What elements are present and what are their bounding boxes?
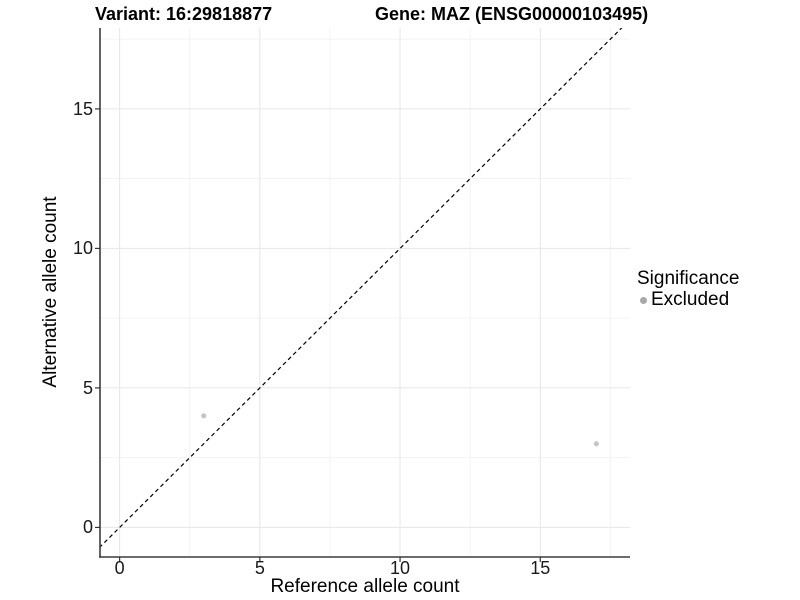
axis-lines — [99, 28, 630, 558]
y-tick-label: 0 — [82, 517, 93, 538]
data-points — [201, 413, 599, 447]
legend-title: Significance — [637, 268, 740, 289]
identity-line — [100, 28, 623, 548]
x-tick-label: 10 — [390, 558, 411, 578]
y-tick-label: 5 — [82, 377, 93, 398]
legend: Significance Excluded — [637, 268, 739, 311]
x-tick-label: 15 — [530, 558, 551, 578]
minor-gridlines — [100, 28, 630, 557]
x-tick-label: 5 — [254, 558, 265, 578]
major-gridlines — [100, 28, 630, 557]
tick-marks — [95, 108, 541, 562]
plot-title-variant: Variant: 16:29818877 — [95, 4, 273, 24]
data-point — [201, 413, 207, 419]
y-tick-label: 10 — [72, 238, 93, 259]
data-point — [593, 441, 599, 447]
legend-entry-label: Excluded — [651, 289, 730, 310]
excluded-point-icon — [640, 296, 647, 304]
legend-entry-excluded: Excluded — [637, 289, 739, 311]
y-tick-label: 15 — [72, 98, 93, 119]
x-tick-label: 0 — [114, 558, 125, 578]
plot-title-gene: Gene: MAZ (ENSG00000103495) — [375, 4, 649, 24]
y-axis-title: Alternative allele count — [40, 196, 61, 388]
x-axis-title: Reference allele count — [270, 576, 460, 597]
